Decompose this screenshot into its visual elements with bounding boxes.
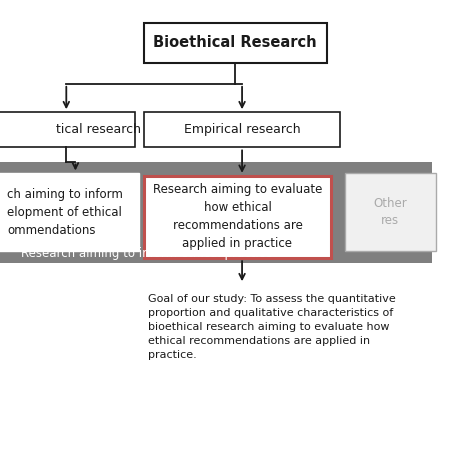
Bar [0, 162, 431, 263]
Bar [0, 173, 139, 251]
Text: Research aiming to evaluate
how ethical
recommendations are
applied in practice: Research aiming to evaluate how ethical … [153, 183, 322, 250]
Bar [144, 112, 340, 147]
Bar [345, 173, 436, 251]
Text: tical research: tical research [56, 123, 141, 137]
Text: Empirical research: Empirical research [184, 123, 301, 137]
Text: ch aiming to inform
elopment of ethical
ommendations: ch aiming to inform elopment of ethical … [7, 188, 123, 237]
Text: Bioethical Research: Bioethical Research [154, 35, 317, 50]
Bar [144, 23, 327, 63]
Bar [0, 112, 135, 147]
Bar [144, 176, 331, 258]
Text: Other
res: Other res [374, 197, 407, 227]
Text: Research aiming to inform ethical practice: Research aiming to inform ethical practi… [21, 246, 272, 260]
Text: Goal of our study: To assess the quantitative
proportion and qualitative charact: Goal of our study: To assess the quantit… [148, 293, 396, 360]
